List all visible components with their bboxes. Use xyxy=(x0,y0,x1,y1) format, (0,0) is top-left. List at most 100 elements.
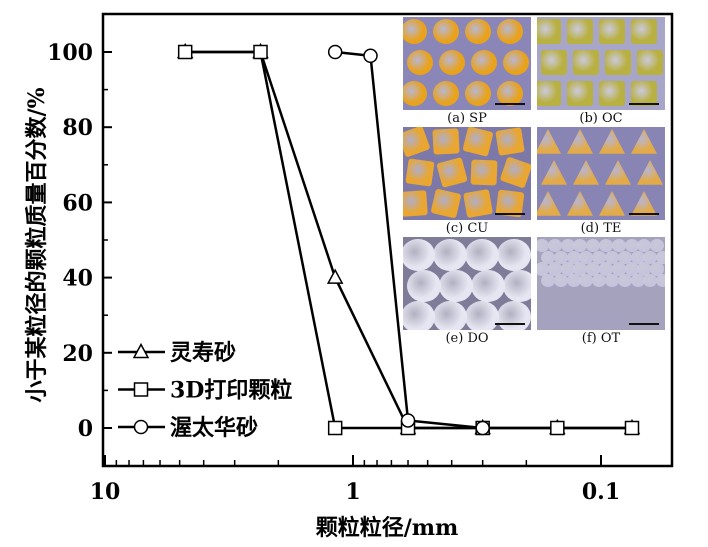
data-point-circle xyxy=(327,44,343,60)
data-point-square xyxy=(624,420,640,436)
particle xyxy=(599,191,625,216)
particle xyxy=(553,250,568,264)
particle xyxy=(643,250,658,264)
legend-label: 3D打印颗粒 xyxy=(170,378,292,404)
inset-photo xyxy=(403,17,531,110)
particle xyxy=(566,250,581,264)
x-tick-label: 1 xyxy=(345,479,360,505)
particle xyxy=(405,158,435,187)
particle xyxy=(433,19,459,44)
particle xyxy=(637,239,652,253)
particle xyxy=(403,81,427,106)
legend-label: 灵寿砂 xyxy=(170,340,236,366)
inset-label: (d) TE xyxy=(580,221,622,236)
particle xyxy=(573,239,588,253)
particle xyxy=(643,273,658,288)
particle xyxy=(631,129,657,154)
particle xyxy=(471,270,505,303)
particle xyxy=(433,239,467,272)
particle xyxy=(599,19,625,44)
particle xyxy=(566,273,581,288)
particle xyxy=(537,129,561,154)
particle xyxy=(656,250,665,264)
scale-bar xyxy=(495,103,525,105)
particle xyxy=(573,160,599,185)
particle xyxy=(586,239,601,253)
particle xyxy=(631,191,657,216)
y-tick-label: 0 xyxy=(78,416,93,442)
particle xyxy=(433,301,467,330)
particle xyxy=(637,50,663,75)
particle xyxy=(637,160,663,185)
particle xyxy=(430,188,462,219)
particle xyxy=(547,262,562,276)
particle xyxy=(567,19,593,44)
particle xyxy=(537,19,561,44)
particle xyxy=(630,250,645,264)
particle xyxy=(611,262,626,276)
particle xyxy=(599,262,613,276)
particle xyxy=(573,50,599,75)
particle xyxy=(624,239,639,253)
particle xyxy=(497,81,523,106)
x-tick-label: 10 xyxy=(90,479,121,505)
inset-label: (e) DO xyxy=(445,331,489,346)
particle xyxy=(433,81,459,106)
inset-label: (b) OC xyxy=(579,111,623,126)
particle xyxy=(541,160,567,185)
scale-bar xyxy=(495,323,525,325)
inset-photo xyxy=(537,237,665,330)
particle xyxy=(605,160,631,185)
particle xyxy=(403,190,428,217)
particle xyxy=(599,129,625,154)
data-point-square xyxy=(253,44,268,60)
particle xyxy=(567,191,593,216)
particle xyxy=(462,127,494,157)
particle xyxy=(407,270,441,303)
y-tick-label: 60 xyxy=(62,190,93,216)
particle xyxy=(599,81,625,106)
particle xyxy=(617,273,632,288)
legend-marker-circle xyxy=(133,419,149,435)
particle xyxy=(537,81,561,106)
x-tick-label: 0.1 xyxy=(582,479,620,505)
scale-bar xyxy=(629,213,659,215)
particle xyxy=(541,250,555,264)
particle xyxy=(465,239,499,272)
particle xyxy=(605,250,619,264)
particle xyxy=(560,262,575,276)
particle xyxy=(403,19,427,44)
y-axis-label: 小于某粒径的颗粒质量百分数/% xyxy=(24,87,50,402)
data-point-square xyxy=(327,420,343,436)
particle xyxy=(465,81,491,106)
x-axis-label: 颗粒粒径/mm xyxy=(316,515,459,541)
particle xyxy=(624,262,639,276)
particle xyxy=(573,262,588,276)
particle xyxy=(439,270,473,303)
data-point-circle xyxy=(475,420,490,436)
data-point-square xyxy=(550,420,565,436)
particle xyxy=(503,50,529,75)
particle xyxy=(541,273,555,288)
particle xyxy=(403,127,431,158)
particle xyxy=(599,239,613,253)
particle xyxy=(465,19,491,44)
particle xyxy=(611,239,626,253)
inset-label: (a) SP xyxy=(447,111,487,126)
particle xyxy=(586,262,601,276)
particle xyxy=(407,50,433,75)
scale-bar xyxy=(629,103,659,105)
particle xyxy=(503,270,531,303)
particle xyxy=(403,301,435,330)
data-point-circle xyxy=(400,413,416,428)
particle xyxy=(439,50,465,75)
particle xyxy=(471,50,497,75)
particle xyxy=(495,127,525,156)
particle xyxy=(465,301,499,330)
particle xyxy=(579,250,594,264)
particle xyxy=(497,239,531,272)
data-point-triangle xyxy=(326,268,344,284)
inset-photo xyxy=(403,127,531,220)
